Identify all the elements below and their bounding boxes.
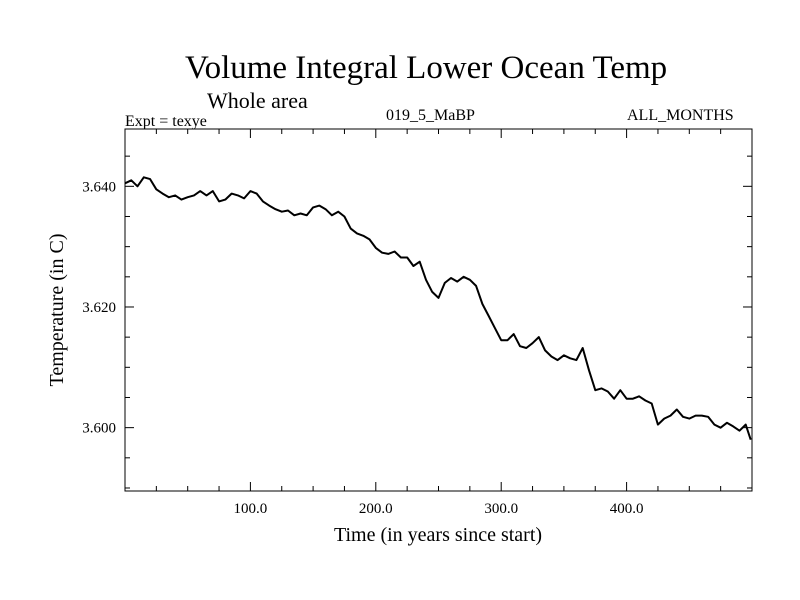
y-tick-label: 3.600 xyxy=(82,421,116,437)
experiment-label: Expt = texye xyxy=(125,113,207,130)
season-label: ALL_MONTHS xyxy=(627,107,734,124)
experiment-name: 019_5_MaBP xyxy=(386,107,475,124)
x-tick-label: 300.0 xyxy=(484,501,518,517)
plot-frame xyxy=(124,128,753,492)
chart-subtitle: Whole area xyxy=(207,88,308,113)
axis-ticks xyxy=(125,129,752,491)
y-tick-labels: 3.600 3.620 3.640 xyxy=(82,179,116,436)
y-tick-label: 3.640 xyxy=(82,179,116,195)
x-tick-label: 200.0 xyxy=(359,501,393,517)
series-line xyxy=(124,176,752,441)
y-axis-title: Temperature (in C) xyxy=(46,234,68,387)
y-tick-label: 3.620 xyxy=(82,300,116,316)
x-axis-title: Time (in years since start) xyxy=(334,524,542,546)
chart-title: Volume Integral Lower Ocean Temp xyxy=(185,50,668,86)
x-tick-label: 100.0 xyxy=(234,501,268,517)
x-tick-labels: 100.0 200.0 300.0 400.0 xyxy=(234,501,644,517)
x-tick-label: 400.0 xyxy=(610,501,644,517)
